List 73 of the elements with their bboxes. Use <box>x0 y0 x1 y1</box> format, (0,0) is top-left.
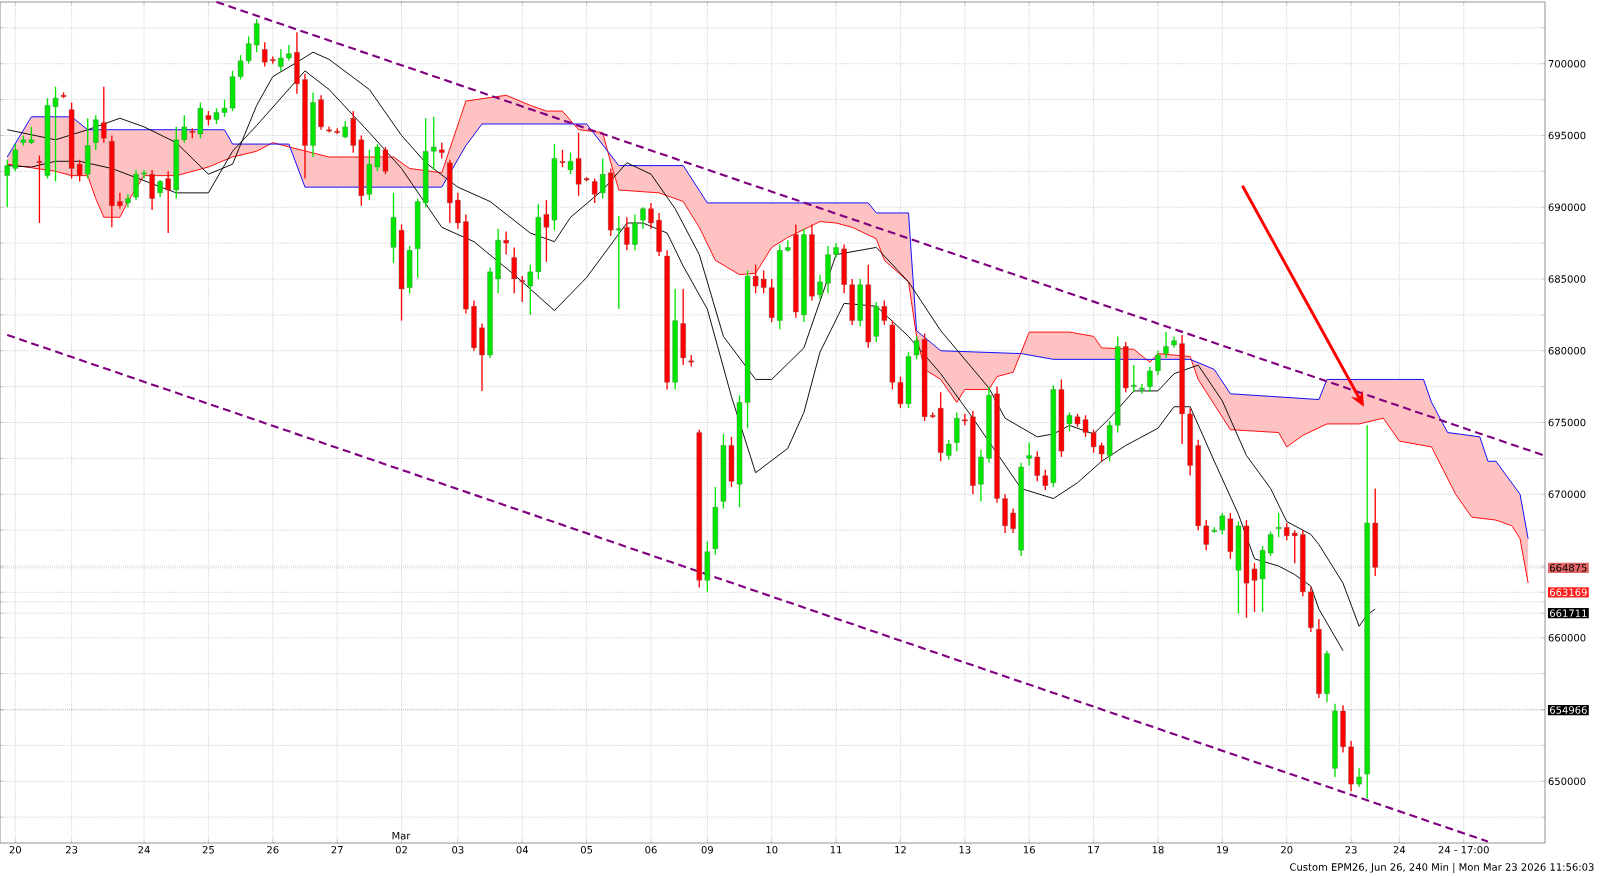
x-tick-label: 23 <box>1345 845 1357 854</box>
candlestick <box>632 213 638 251</box>
candlestick <box>511 246 517 294</box>
candlestick <box>12 143 19 173</box>
candlestick <box>519 275 525 303</box>
x-tick-label: 24 <box>138 845 150 854</box>
x-tick-label: 20 <box>1281 845 1293 854</box>
x-tick-label: 05 <box>580 845 593 854</box>
candlestick <box>133 169 139 201</box>
x-tick-label: 23 <box>65 845 78 854</box>
candlestick <box>1163 331 1169 359</box>
x-tick-label: 17 <box>1088 845 1100 854</box>
candlestick <box>101 86 107 144</box>
y-tick-label: 663169 <box>1549 588 1587 597</box>
candlestick <box>1147 365 1153 394</box>
x-tick-label: 24 <box>1393 845 1406 854</box>
y-tick-label: 660000 <box>1548 633 1586 642</box>
x-tick-label: 06 <box>645 845 657 854</box>
candlestick <box>93 114 99 151</box>
annotation: Mar <box>392 831 411 840</box>
candlestick <box>430 116 437 171</box>
x-tick-label: 18 <box>1152 845 1164 854</box>
x-tick-label: 04 <box>516 845 529 854</box>
x-tick-label: 02 <box>395 845 407 854</box>
y-tick-label: 695000 <box>1548 131 1586 140</box>
x-tick-label: 16 <box>1023 845 1035 854</box>
candlestick <box>1139 383 1145 395</box>
x-tick-label: 12 <box>895 845 906 854</box>
y-tick-label: 650000 <box>1548 777 1586 786</box>
x-tick-label: 26 <box>267 845 279 854</box>
candlestick <box>1356 767 1362 788</box>
x-tick-label: 10 <box>766 845 778 854</box>
candlestick <box>165 170 171 234</box>
x-tick-label: 19 <box>1217 845 1228 854</box>
y-tick-label: 664875 <box>1549 564 1587 572</box>
candlestick <box>503 230 509 256</box>
y-tick-label: 670000 <box>1548 490 1586 499</box>
y-tick-label: 690000 <box>1548 203 1586 212</box>
candlestick <box>1010 507 1016 534</box>
candlestick <box>648 202 654 230</box>
y-tick-label: 661711 <box>1549 609 1587 617</box>
candlestick <box>286 44 292 62</box>
candlestick <box>117 192 123 210</box>
y-tick-label: 685000 <box>1548 275 1586 283</box>
candlestick <box>640 206 646 230</box>
candlestick <box>624 216 630 251</box>
y-tick-label: 675000 <box>1548 418 1586 427</box>
candlestick <box>4 159 10 208</box>
y-tick-label: 700000 <box>1548 59 1586 68</box>
x-tick-label: 13 <box>959 845 971 854</box>
candlestick <box>278 48 284 72</box>
text: Custom EPM26, Jun 26, 240 Min | Mon Mar 23 2026 11:56:03 <box>1290 863 1594 873</box>
candlestick <box>141 169 147 180</box>
candlestick <box>817 274 823 300</box>
x-tick-label: 25 <box>202 845 214 854</box>
x-tick-label: 20 <box>9 845 21 854</box>
y-tick-label: 654966 <box>1549 706 1587 714</box>
x-tick-label: 24 - 17:00 <box>1438 845 1489 854</box>
candlestick <box>1203 519 1209 551</box>
candlestick <box>1155 350 1161 376</box>
x-tick-label: 11 <box>830 845 842 854</box>
candlestick <box>1034 450 1040 483</box>
candlestick <box>455 192 461 230</box>
candlestick <box>262 41 268 68</box>
candlestick <box>1026 441 1032 467</box>
candlestick <box>945 439 952 461</box>
candlestick <box>1131 364 1137 394</box>
candlestick <box>1292 529 1298 564</box>
x-tick-label: 03 <box>452 845 464 854</box>
y-tick-label: 680000 <box>1548 346 1586 355</box>
candlestick <box>616 215 622 310</box>
x-tick-label: 09 <box>701 845 713 854</box>
x-tick-label: 27 <box>331 845 343 854</box>
